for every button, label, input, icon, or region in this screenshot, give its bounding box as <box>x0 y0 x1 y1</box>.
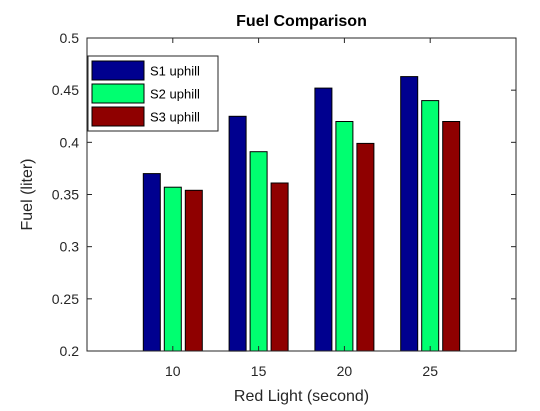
x-tick-label: 20 <box>337 363 353 379</box>
legend-swatch <box>91 60 145 81</box>
legend-label: S3 uphill <box>150 110 200 125</box>
bar-s2-uphill-20 <box>335 121 354 352</box>
x-tick-label: 10 <box>165 363 181 379</box>
bar-s2-uphill-25 <box>421 100 440 352</box>
legend-swatch <box>91 83 145 104</box>
bar-s3-uphill-20 <box>356 142 375 352</box>
x-tick-label: 15 <box>251 363 267 379</box>
bar-s3-uphill-10 <box>184 189 203 352</box>
bars-layer <box>142 76 461 352</box>
legend-swatch <box>91 106 145 127</box>
x-tick-label: 25 <box>422 363 438 379</box>
y-tick-label: 0.4 <box>60 134 80 150</box>
legend-label: S2 uphill <box>150 87 200 102</box>
ticks-layer: 0.2 0.25 0.3 0.35 0.4 0.45 0.5 10 15 20 25 <box>52 30 516 379</box>
bar-s1-uphill-10 <box>142 173 161 352</box>
x-axis-label: Red Light (second) <box>234 388 369 405</box>
y-tick-label: 0.5 <box>60 30 80 46</box>
bar-s2-uphill-10 <box>163 186 182 352</box>
bar-s1-uphill-20 <box>314 87 333 352</box>
y-tick-label: 0.45 <box>52 82 79 98</box>
bar-s3-uphill-15 <box>270 182 289 352</box>
y-tick-label: 0.3 <box>60 239 80 255</box>
bar-s2-uphill-15 <box>249 151 268 352</box>
bar-s1-uphill-15 <box>228 115 247 352</box>
y-axis-label: Fuel (liter) <box>19 158 36 230</box>
y-tick-label: 0.35 <box>52 187 79 203</box>
legend-label: S1 uphill <box>150 64 200 79</box>
bar-s3-uphill-25 <box>442 121 461 352</box>
bar-s1-uphill-25 <box>400 76 419 352</box>
y-tick-label: 0.25 <box>52 291 79 307</box>
y-tick-label: 0.2 <box>60 343 80 359</box>
legend: S1 uphill S2 uphill S3 uphill <box>87 55 219 132</box>
chart-title: Fuel Comparison <box>236 13 367 30</box>
